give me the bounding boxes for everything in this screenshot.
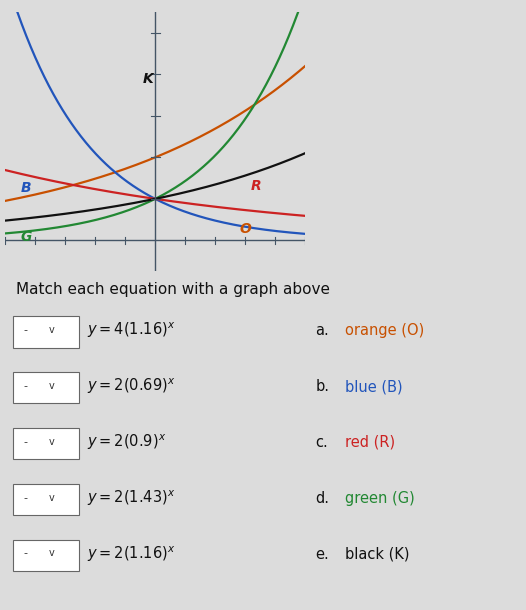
Text: -: -	[23, 493, 27, 503]
Text: a.: a.	[316, 323, 329, 338]
Text: b.: b.	[316, 379, 330, 394]
Text: v: v	[48, 325, 54, 335]
Text: O: O	[239, 222, 251, 236]
Text: -: -	[23, 325, 27, 335]
Text: $y=2(1.43)^x$: $y=2(1.43)^x$	[87, 489, 175, 508]
Text: R: R	[251, 179, 262, 193]
Text: Match each equation with a graph above: Match each equation with a graph above	[16, 282, 330, 296]
Text: $y=2(0.9)^x$: $y=2(0.9)^x$	[87, 432, 166, 452]
Text: e.: e.	[316, 547, 329, 562]
Text: K: K	[143, 71, 154, 85]
Text: d.: d.	[316, 491, 330, 506]
Text: -: -	[23, 437, 27, 447]
FancyBboxPatch shape	[13, 317, 79, 348]
Text: orange (O): orange (O)	[345, 323, 424, 338]
Text: $y=2(1.16)^x$: $y=2(1.16)^x$	[87, 544, 175, 564]
Text: red (R): red (R)	[345, 435, 394, 450]
Text: $y=4(1.16)^x$: $y=4(1.16)^x$	[87, 321, 175, 340]
Text: green (G): green (G)	[345, 491, 414, 506]
Text: v: v	[48, 548, 54, 559]
Text: v: v	[48, 437, 54, 447]
FancyBboxPatch shape	[13, 428, 79, 459]
Text: -: -	[23, 548, 27, 559]
FancyBboxPatch shape	[13, 372, 79, 403]
Text: B: B	[21, 182, 31, 195]
Text: c.: c.	[316, 435, 328, 450]
FancyBboxPatch shape	[13, 484, 79, 515]
Text: blue (B): blue (B)	[345, 379, 402, 394]
Text: v: v	[48, 493, 54, 503]
Text: -: -	[23, 381, 27, 391]
Text: black (K): black (K)	[345, 547, 409, 562]
Text: $y=2(0.69)^x$: $y=2(0.69)^x$	[87, 377, 175, 397]
Text: G: G	[21, 230, 32, 244]
Text: v: v	[48, 381, 54, 391]
FancyBboxPatch shape	[13, 540, 79, 571]
